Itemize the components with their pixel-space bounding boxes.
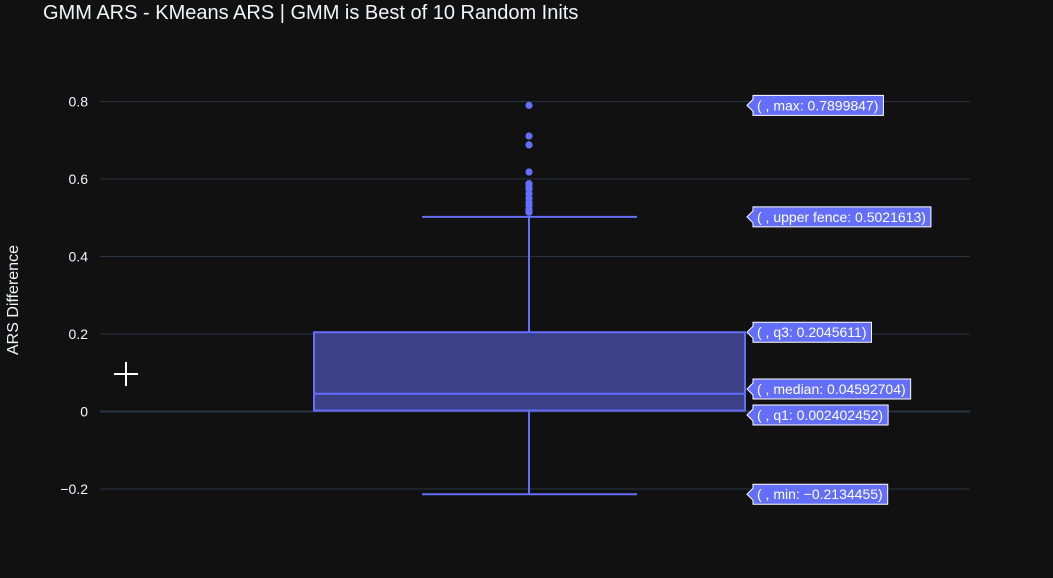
y-tick-label: −0.2 bbox=[60, 481, 88, 497]
hover-label-q3 bbox=[746, 321, 872, 343]
hover-label-median-text: ( , median: 0.04592704) bbox=[757, 381, 906, 397]
outlier-point bbox=[525, 101, 533, 109]
hover-label-upper-fence bbox=[746, 206, 932, 228]
hover-label-max bbox=[746, 94, 884, 116]
hover-label-min bbox=[746, 483, 889, 505]
y-tick-label: 0.6 bbox=[69, 171, 89, 187]
hover-label-min-text: ( , min: −0.2134455) bbox=[757, 486, 883, 502]
iqr-box bbox=[313, 331, 746, 412]
outlier-point bbox=[525, 208, 533, 216]
hover-label-max-text: ( , max: 0.7899847) bbox=[757, 97, 878, 113]
hover-label-upper-fence-text: ( , upper fence: 0.5021613) bbox=[757, 209, 926, 225]
y-tick-label: 0 bbox=[80, 404, 88, 420]
hover-label-q1 bbox=[746, 404, 889, 426]
y-tick-label: 0.2 bbox=[69, 326, 89, 342]
chart-title: GMM ARS - KMeans ARS | GMM is Best of 10… bbox=[43, 2, 579, 24]
outlier-point bbox=[525, 168, 533, 176]
y-tick-label: 0.4 bbox=[69, 249, 89, 265]
hover-label-median bbox=[746, 378, 912, 400]
y-tick-label: 0.8 bbox=[69, 94, 89, 110]
hover-label-q3-text: ( , q3: 0.2045611) bbox=[757, 324, 866, 340]
crosshair-cursor-icon bbox=[114, 362, 138, 386]
hover-label-q1-text: ( , q1: 0.002402452) bbox=[757, 407, 883, 423]
outlier-point bbox=[525, 141, 533, 149]
outlier-point bbox=[525, 132, 533, 140]
